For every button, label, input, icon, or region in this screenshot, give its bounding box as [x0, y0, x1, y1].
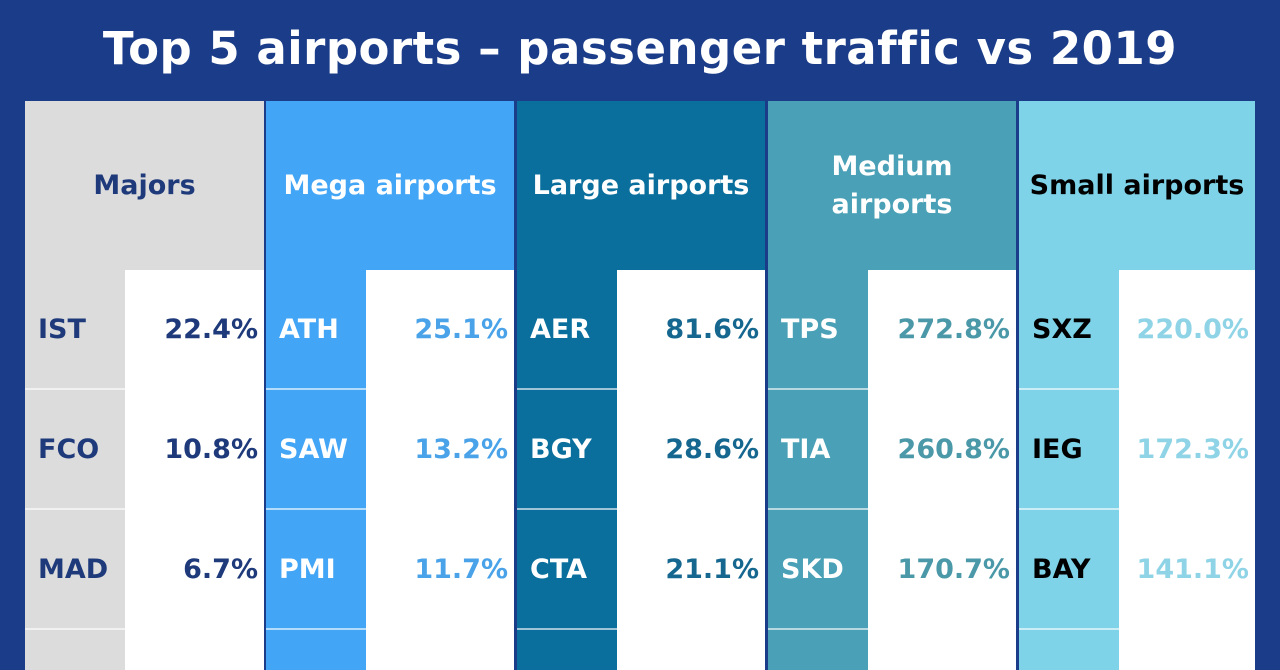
airport-code: BAY: [1032, 553, 1091, 585]
airport-code: FCO: [38, 433, 100, 465]
airport-code: PMI: [279, 553, 336, 585]
row-divider: [768, 628, 868, 630]
row-divider: [25, 508, 125, 510]
airport-code: IEG: [1032, 433, 1083, 465]
traffic-value: 21.1%: [665, 553, 759, 585]
group-header: Small airports: [1019, 101, 1255, 270]
airport-code: BGY: [530, 433, 592, 465]
airport-code: CTA: [530, 553, 588, 585]
airport-code: MAD: [38, 553, 109, 585]
code-column: [768, 270, 868, 670]
code-column: [25, 270, 125, 670]
value-column: [617, 270, 765, 670]
row-divider: [266, 628, 366, 630]
traffic-value: 272.8%: [897, 313, 1010, 345]
group-header: Medium airports: [768, 101, 1016, 270]
group-3: Medium airports TPS 272.8% TIA 260.8% SKD 170.…: [768, 101, 1016, 670]
traffic-value: 13.2%: [414, 433, 508, 465]
airport-code: SXZ: [1032, 313, 1092, 345]
airport-code: SKD: [781, 553, 844, 585]
airport-code: AER: [530, 313, 591, 345]
traffic-value: 22.4%: [164, 313, 258, 345]
row-divider: [1019, 508, 1119, 510]
traffic-value: 170.7%: [897, 553, 1010, 585]
group-header: Mega airports: [266, 101, 514, 270]
group-header: Large airports: [517, 101, 765, 270]
code-column: [1019, 270, 1119, 670]
group-1: Mega airports ATH 25.1% SAW 13.2% PMI 11.7%: [266, 101, 514, 670]
group-0: Majors IST 22.4% FCO 10.8% MAD 6.7%: [25, 101, 264, 670]
code-column: [266, 270, 366, 670]
row-divider: [1019, 388, 1119, 390]
row-divider: [768, 508, 868, 510]
row-divider: [25, 628, 125, 630]
traffic-value: 141.1%: [1136, 553, 1249, 585]
value-column: [125, 270, 264, 670]
airport-code: IST: [38, 313, 86, 345]
traffic-value: 28.6%: [665, 433, 759, 465]
row-divider: [1019, 628, 1119, 630]
traffic-value: 10.8%: [164, 433, 258, 465]
traffic-value: 11.7%: [414, 553, 508, 585]
value-column: [366, 270, 514, 670]
value-column: [1119, 270, 1255, 670]
row-divider: [768, 388, 868, 390]
airport-code: ATH: [279, 313, 339, 345]
traffic-value: 6.7%: [183, 553, 258, 585]
group-4: Small airports SXZ 220.0% IEG 172.3% BAY 141.1…: [1019, 101, 1255, 670]
row-divider: [266, 508, 366, 510]
page-title: Top 5 airports – passenger traffic vs 20…: [102, 22, 1178, 75]
row-divider: [25, 388, 125, 390]
airport-code: TPS: [781, 313, 839, 345]
row-divider: [517, 388, 617, 390]
traffic-value: 260.8%: [897, 433, 1010, 465]
traffic-value: 220.0%: [1136, 313, 1249, 345]
traffic-value: 25.1%: [414, 313, 508, 345]
group-header: Majors: [25, 101, 264, 270]
row-divider: [517, 628, 617, 630]
value-column: [868, 270, 1016, 670]
row-divider: [266, 388, 366, 390]
airport-code: SAW: [279, 433, 348, 465]
code-column: [517, 270, 617, 670]
row-divider: [517, 508, 617, 510]
group-2: Large airports AER 81.6% BGY 28.6% CTA 21.1%: [517, 101, 765, 670]
airport-code: TIA: [781, 433, 831, 465]
traffic-value: 81.6%: [665, 313, 759, 345]
traffic-value: 172.3%: [1136, 433, 1249, 465]
